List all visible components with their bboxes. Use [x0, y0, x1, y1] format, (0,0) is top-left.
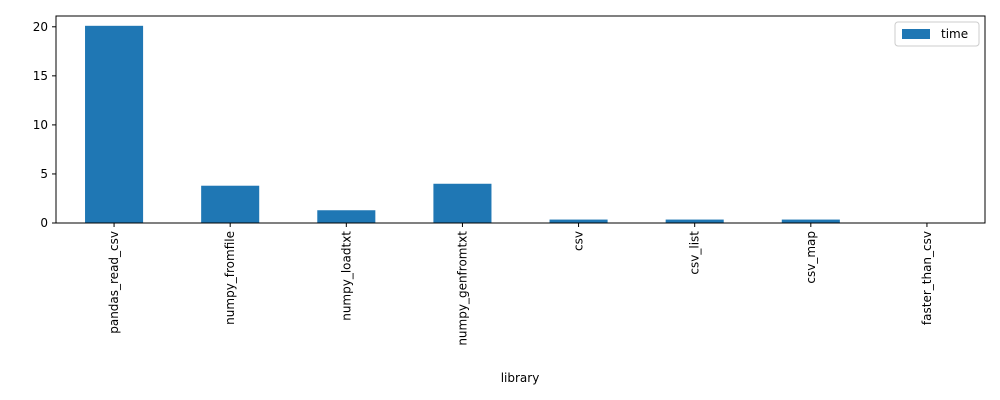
x-axis-label: library — [501, 371, 540, 385]
bars-group — [85, 25, 956, 224]
bar-csv_map — [781, 219, 840, 223]
bar-csv — [549, 219, 608, 223]
bar-numpy_loadtxt — [317, 210, 376, 223]
x-tick-label: faster_than_csv — [920, 231, 934, 325]
bar-csv_list — [665, 219, 724, 223]
y-tick-label: 10 — [33, 118, 48, 132]
x-axis-ticks: pandas_read_csv numpy_fromfile numpy_loadt… — [107, 223, 934, 346]
legend-swatch — [902, 29, 930, 39]
x-tick-label: csv — [572, 231, 586, 251]
legend: time — [894, 21, 980, 47]
x-tick-label: csv_list — [688, 231, 702, 275]
y-tick-label: 5 — [40, 167, 48, 181]
legend-label: time — [941, 27, 968, 41]
legend-box — [894, 21, 980, 47]
y-tick-label: 0 — [40, 216, 48, 230]
plot-frame — [55, 15, 986, 224]
x-tick-label: numpy_fromfile — [223, 231, 237, 325]
x-tick-label: pandas_read_csv — [107, 231, 121, 334]
x-tick-label: numpy_genfromtxt — [455, 231, 469, 346]
bar-numpy_genfromtxt — [433, 183, 492, 223]
x-tick-label: numpy_loadtxt — [339, 231, 353, 321]
plot-area — [56, 16, 985, 223]
x-tick-label: csv_map — [804, 231, 818, 284]
y-tick-label: 15 — [33, 69, 48, 83]
bar-pandas_read_csv — [85, 25, 144, 224]
y-axis-ticks: 0 5 10 15 20 — [33, 20, 56, 230]
bar-numpy_fromfile — [201, 185, 260, 223]
y-tick-label: 20 — [33, 20, 48, 34]
